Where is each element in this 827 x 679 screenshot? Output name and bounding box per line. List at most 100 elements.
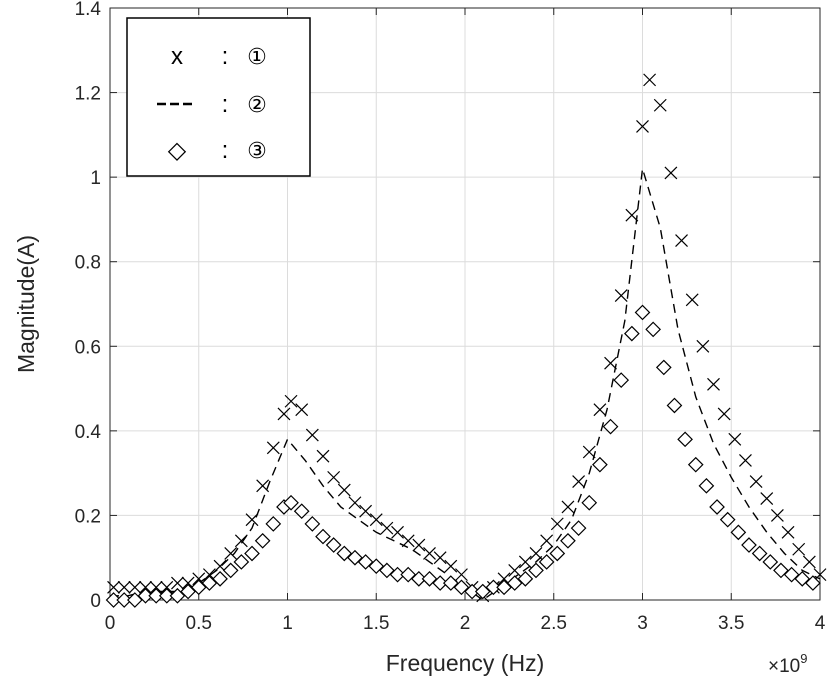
series-3-diamond-point [581, 494, 598, 511]
x-tick-label: 0 [105, 613, 116, 634]
series-1-x-point [540, 534, 554, 548]
series-3-diamond-point [528, 562, 544, 579]
series-1-x-point [593, 403, 607, 417]
series-3-diamond-point [560, 532, 576, 549]
series-1-x-point [224, 547, 238, 560]
series-3-diamond-point [233, 554, 250, 570]
series-3-diamond-point [347, 549, 363, 566]
series-3-diamond-point [613, 372, 630, 388]
series-3-diamond-point [411, 571, 427, 587]
series-1-x-point [107, 580, 120, 594]
series-3-diamond-point [624, 325, 640, 342]
series-3-diamond-point [592, 456, 608, 473]
series-3-diamond-point [148, 587, 164, 604]
series-3-diamond-point [655, 359, 672, 376]
y-tick-label: 1 [90, 168, 101, 189]
series-1-x-point [739, 454, 752, 467]
series-3-diamond-point [762, 554, 779, 570]
series-3-diamond-point [645, 321, 661, 338]
series-3-diamond-point [212, 571, 228, 587]
y-tick-label: 0.8 [75, 253, 101, 274]
series-3 [105, 304, 821, 608]
series-1-x-point [614, 289, 628, 302]
series-3-diamond-point [304, 516, 321, 532]
legend-series-name: ③ [247, 139, 267, 164]
x-tick-label: 1 [282, 613, 293, 634]
x-tick-label: 2.5 [541, 613, 567, 634]
legend-series-name: ① [247, 45, 267, 70]
series-1-x-point [550, 517, 564, 531]
series-3-diamond-point [538, 554, 555, 570]
y-tick-label: 0.2 [75, 506, 101, 527]
series-1-x-point [653, 98, 667, 112]
series-1-x-point [675, 234, 688, 247]
legend: x: ①: ②◇: ③ [126, 17, 311, 177]
x-tick-label: 2 [460, 613, 471, 634]
series-1-x-point [717, 407, 731, 421]
series-1-x-point [572, 475, 586, 489]
series-3-diamond-point [180, 583, 196, 600]
legend-colon: : [222, 43, 229, 70]
series-3-diamond-point [730, 524, 747, 541]
series-3-diamond-point [421, 571, 438, 587]
series-1-x-point [643, 73, 657, 87]
series-3-diamond-point [474, 583, 491, 600]
x-exponent-base: ×10 [768, 656, 800, 677]
series-1-x-point [359, 504, 373, 518]
series-3-diamond-point [783, 566, 800, 583]
series-3-diamond-point [357, 554, 374, 570]
series-3-diamond-point [379, 562, 395, 579]
series-1-x-point [423, 547, 436, 560]
series-3-diamond-point [201, 575, 218, 591]
x-tick-label: 3.5 [718, 613, 744, 634]
series-1-x-point [508, 563, 522, 577]
series-3-diamond-point [368, 558, 385, 575]
series-1-x-point [139, 580, 152, 594]
series-1-x-point [348, 496, 362, 510]
series-1-x-point [266, 441, 280, 455]
series-1-x-point [707, 377, 720, 391]
x-tick-label: 4 [815, 613, 826, 634]
series-3-diamond-point [432, 575, 448, 591]
y-axis-label: Magnitude(A) [13, 235, 39, 373]
series-1-x-point [412, 538, 426, 552]
series-3-diamond-point [400, 566, 417, 583]
series-3-diamond-point [116, 592, 133, 608]
y-tick-label: 1.4 [75, 0, 102, 20]
legend-entry-2: :② [157, 91, 267, 118]
series-3-diamond-point [336, 545, 353, 562]
series-1-x-point [277, 407, 291, 421]
series-1-x-point [561, 500, 575, 514]
series-3-diamond-point [709, 499, 725, 515]
series-1-x-point [625, 208, 639, 222]
x-tick-label: 0.5 [186, 613, 212, 634]
x-tick-label: 3 [637, 613, 648, 634]
y-tick-label: 1.2 [75, 84, 101, 105]
series-3-diamond-point [666, 397, 683, 414]
series-1-x-point [604, 356, 617, 370]
series-1-x-point [128, 580, 142, 594]
x-axis-label: Frequency (Hz) [386, 650, 544, 676]
series-3-diamond-point [158, 587, 175, 604]
series-1-x-point [444, 559, 458, 573]
legend-symbol: ◇ [168, 137, 187, 164]
y-tick-label: 0 [90, 591, 101, 612]
series-1-x-point [380, 521, 394, 535]
series-1-x-point [401, 534, 415, 548]
series-3-diamond-point [634, 304, 651, 321]
y-axis-ticks: 0 0.2 0.4 0.6 0.8 1 1.2 1.4 [75, 0, 820, 612]
series-3-diamond-point [794, 571, 811, 587]
legend-entry-1: x: ① [171, 43, 267, 70]
series-3-diamond-point [254, 532, 271, 549]
series-1-x-point [664, 166, 678, 180]
y-tick-label: 0.4 [75, 422, 102, 443]
series-1-x-point [696, 339, 710, 353]
series-3-diamond-point [283, 494, 299, 511]
series-3-diamond-point [805, 575, 821, 591]
series-1-x-point [256, 479, 270, 493]
series-3-diamond-point [315, 528, 331, 545]
series-1-x-point [305, 428, 319, 442]
x-tick-label: 1.5 [363, 613, 389, 634]
series-3-diamond-point [496, 579, 512, 596]
